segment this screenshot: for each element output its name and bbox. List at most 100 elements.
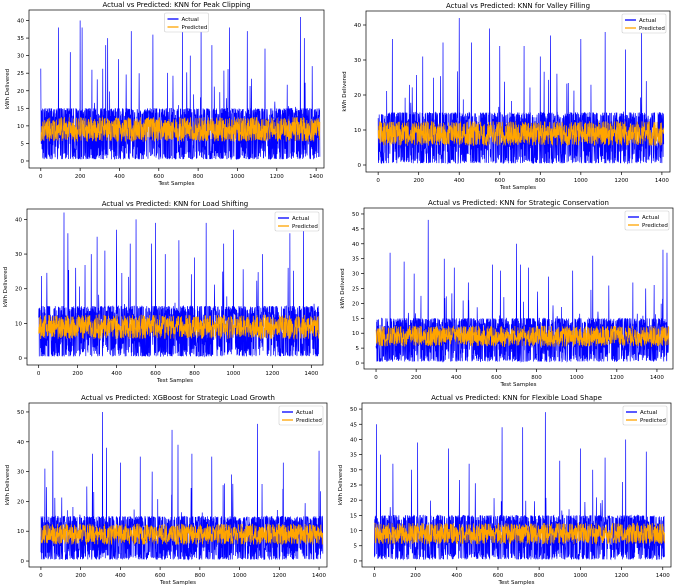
- legend: Actual Predicted: [278, 405, 324, 426]
- y-axis-label: kWh Delivered: [338, 465, 344, 505]
- y-tick-label: 30: [352, 272, 359, 278]
- x-tick-label: 0: [37, 371, 41, 377]
- legend: Actual Predicted: [621, 13, 667, 34]
- x-tick-label: 1400: [650, 375, 664, 381]
- x-tick-label: 0: [39, 174, 43, 180]
- y-tick-label: 30: [17, 470, 24, 476]
- x-tick-label: 1000: [233, 573, 247, 579]
- x-tick-label: 200: [411, 375, 422, 381]
- x-tick-label: 1400: [312, 573, 326, 579]
- actual-series-line: [374, 412, 665, 561]
- x-tick-label: 1200: [265, 371, 279, 377]
- x-axis-label: Test Samples: [159, 580, 196, 585]
- y-tick-label: 50: [17, 410, 24, 416]
- x-tick-label: 1200: [615, 573, 629, 579]
- y-tick-label: 40: [17, 440, 24, 446]
- y-tick-label: 25: [352, 287, 359, 293]
- chart-panel-3: 0 200 400 600 800 1000 1200 1400 0 10 20 30 40 Actual…: [3, 200, 324, 384]
- x-tick-label: 400: [114, 174, 125, 180]
- chart-panel-1: 0 200 400 600 800 1000 1200 1400 0 5 10 15 20 25 30 35 4…: [5, 1, 325, 187]
- y-tick-label: 30: [354, 58, 361, 64]
- legend: Actual Predicted: [164, 12, 209, 33]
- chart-title: Actual vs Predicted: KNN for Valley Fill…: [446, 2, 590, 10]
- x-tick-label: 400: [115, 573, 126, 579]
- y-tick-label: 25: [350, 483, 357, 489]
- predicted-series-line: [38, 314, 320, 341]
- legend-label-actual: Actual: [642, 215, 660, 221]
- y-axis-label: kWh Delivered: [342, 71, 348, 111]
- x-tick-label: 800: [195, 573, 206, 579]
- x-tick-label: 1000: [573, 573, 587, 579]
- y-tick-label: 0: [21, 159, 25, 165]
- legend-label-actual: Actual: [296, 410, 314, 416]
- y-tick-label: 40: [354, 23, 361, 29]
- legend-label-predicted: Predicted: [292, 224, 318, 230]
- x-tick-label: 800: [534, 573, 545, 579]
- y-axis-label: kWh Delivered: [5, 69, 11, 109]
- y-tick-label: 45: [350, 422, 357, 428]
- axes-frame: [28, 402, 328, 568]
- x-tick-label: 0: [373, 573, 377, 579]
- y-tick-label: 30: [15, 252, 22, 258]
- x-tick-label: 0: [376, 178, 380, 184]
- x-tick-label: 200: [75, 174, 86, 180]
- plot-area: [377, 17, 665, 165]
- plot-area: [40, 411, 324, 561]
- x-tick-label: 600: [495, 178, 506, 184]
- y-tick-label: 20: [354, 93, 361, 99]
- x-tick-label: 600: [150, 371, 161, 377]
- x-tick-label: 800: [193, 174, 204, 180]
- y-tick-label: 40: [17, 19, 24, 25]
- x-tick-label: 1000: [226, 371, 240, 377]
- y-tick-label: 15: [350, 513, 357, 519]
- x-tick-label: 600: [491, 375, 502, 381]
- y-tick-label: 0: [354, 559, 358, 565]
- y-tick-label: 30: [350, 468, 357, 474]
- plot-area: [374, 412, 665, 561]
- x-tick-label: 800: [535, 178, 546, 184]
- legend-label-actual: Actual: [640, 410, 658, 416]
- x-tick-label: 800: [531, 375, 542, 381]
- y-tick-label: 15: [17, 106, 24, 112]
- chart-panel-4: 0 200 400 600 800 1000 1200 1400 0 5 10 15 20 25 30 35 4…: [340, 199, 674, 388]
- y-tick-label: 50: [352, 212, 359, 218]
- x-tick-label: 1400: [655, 178, 669, 184]
- x-tick-label: 1000: [230, 174, 244, 180]
- chart-panel-5: 0 200 400 600 800 1000 1200 1400 0 10 20 30 40 50 Actu…: [5, 394, 328, 585]
- axes-frame: [28, 9, 325, 169]
- x-axis-label: Test Samples: [497, 580, 534, 585]
- y-tick-label: 10: [15, 321, 22, 327]
- y-tick-label: 5: [354, 544, 358, 550]
- y-tick-label: 0: [358, 163, 362, 169]
- x-axis-label: Test Samples: [157, 181, 194, 187]
- x-tick-label: 600: [154, 174, 165, 180]
- x-axis-label: Test Samples: [499, 382, 536, 388]
- x-tick-label: 0: [39, 573, 43, 579]
- legend-label-predicted: Predicted: [640, 418, 666, 424]
- x-tick-label: 1200: [272, 573, 286, 579]
- y-tick-label: 5: [21, 141, 25, 147]
- axes-frame: [26, 208, 324, 366]
- x-tick-label: 1200: [610, 375, 624, 381]
- y-tick-label: 10: [352, 331, 359, 337]
- chart-title: Actual vs Predicted: KNN for Strategic C…: [428, 199, 609, 207]
- predicted-series-line: [374, 522, 665, 545]
- y-tick-label: 35: [17, 36, 24, 42]
- x-tick-label: 1400: [304, 371, 318, 377]
- legend-label-predicted: Predicted: [296, 418, 322, 424]
- y-tick-label: 10: [350, 529, 357, 535]
- y-tick-label: 35: [350, 453, 357, 459]
- legend-label-predicted: Predicted: [182, 25, 208, 31]
- y-tick-label: 50: [350, 407, 357, 413]
- y-tick-label: 45: [352, 227, 359, 233]
- y-axis-label: kWh Delivered: [340, 268, 346, 308]
- chart-panel-6: 0 200 400 600 800 1000 1200 1400 0 5 10 15 20 25 30 35 4…: [338, 394, 672, 585]
- legend-label-predicted: Predicted: [642, 223, 668, 229]
- plot-area: [375, 219, 670, 363]
- chart-title: Actual vs Predicted: KNN for Peak Clippi…: [102, 1, 250, 9]
- legend: Actual Predicted: [274, 211, 320, 232]
- y-tick-label: 0: [21, 559, 25, 565]
- predicted-series-line: [40, 523, 324, 546]
- y-tick-label: 40: [352, 242, 359, 248]
- y-tick-label: 10: [17, 124, 24, 130]
